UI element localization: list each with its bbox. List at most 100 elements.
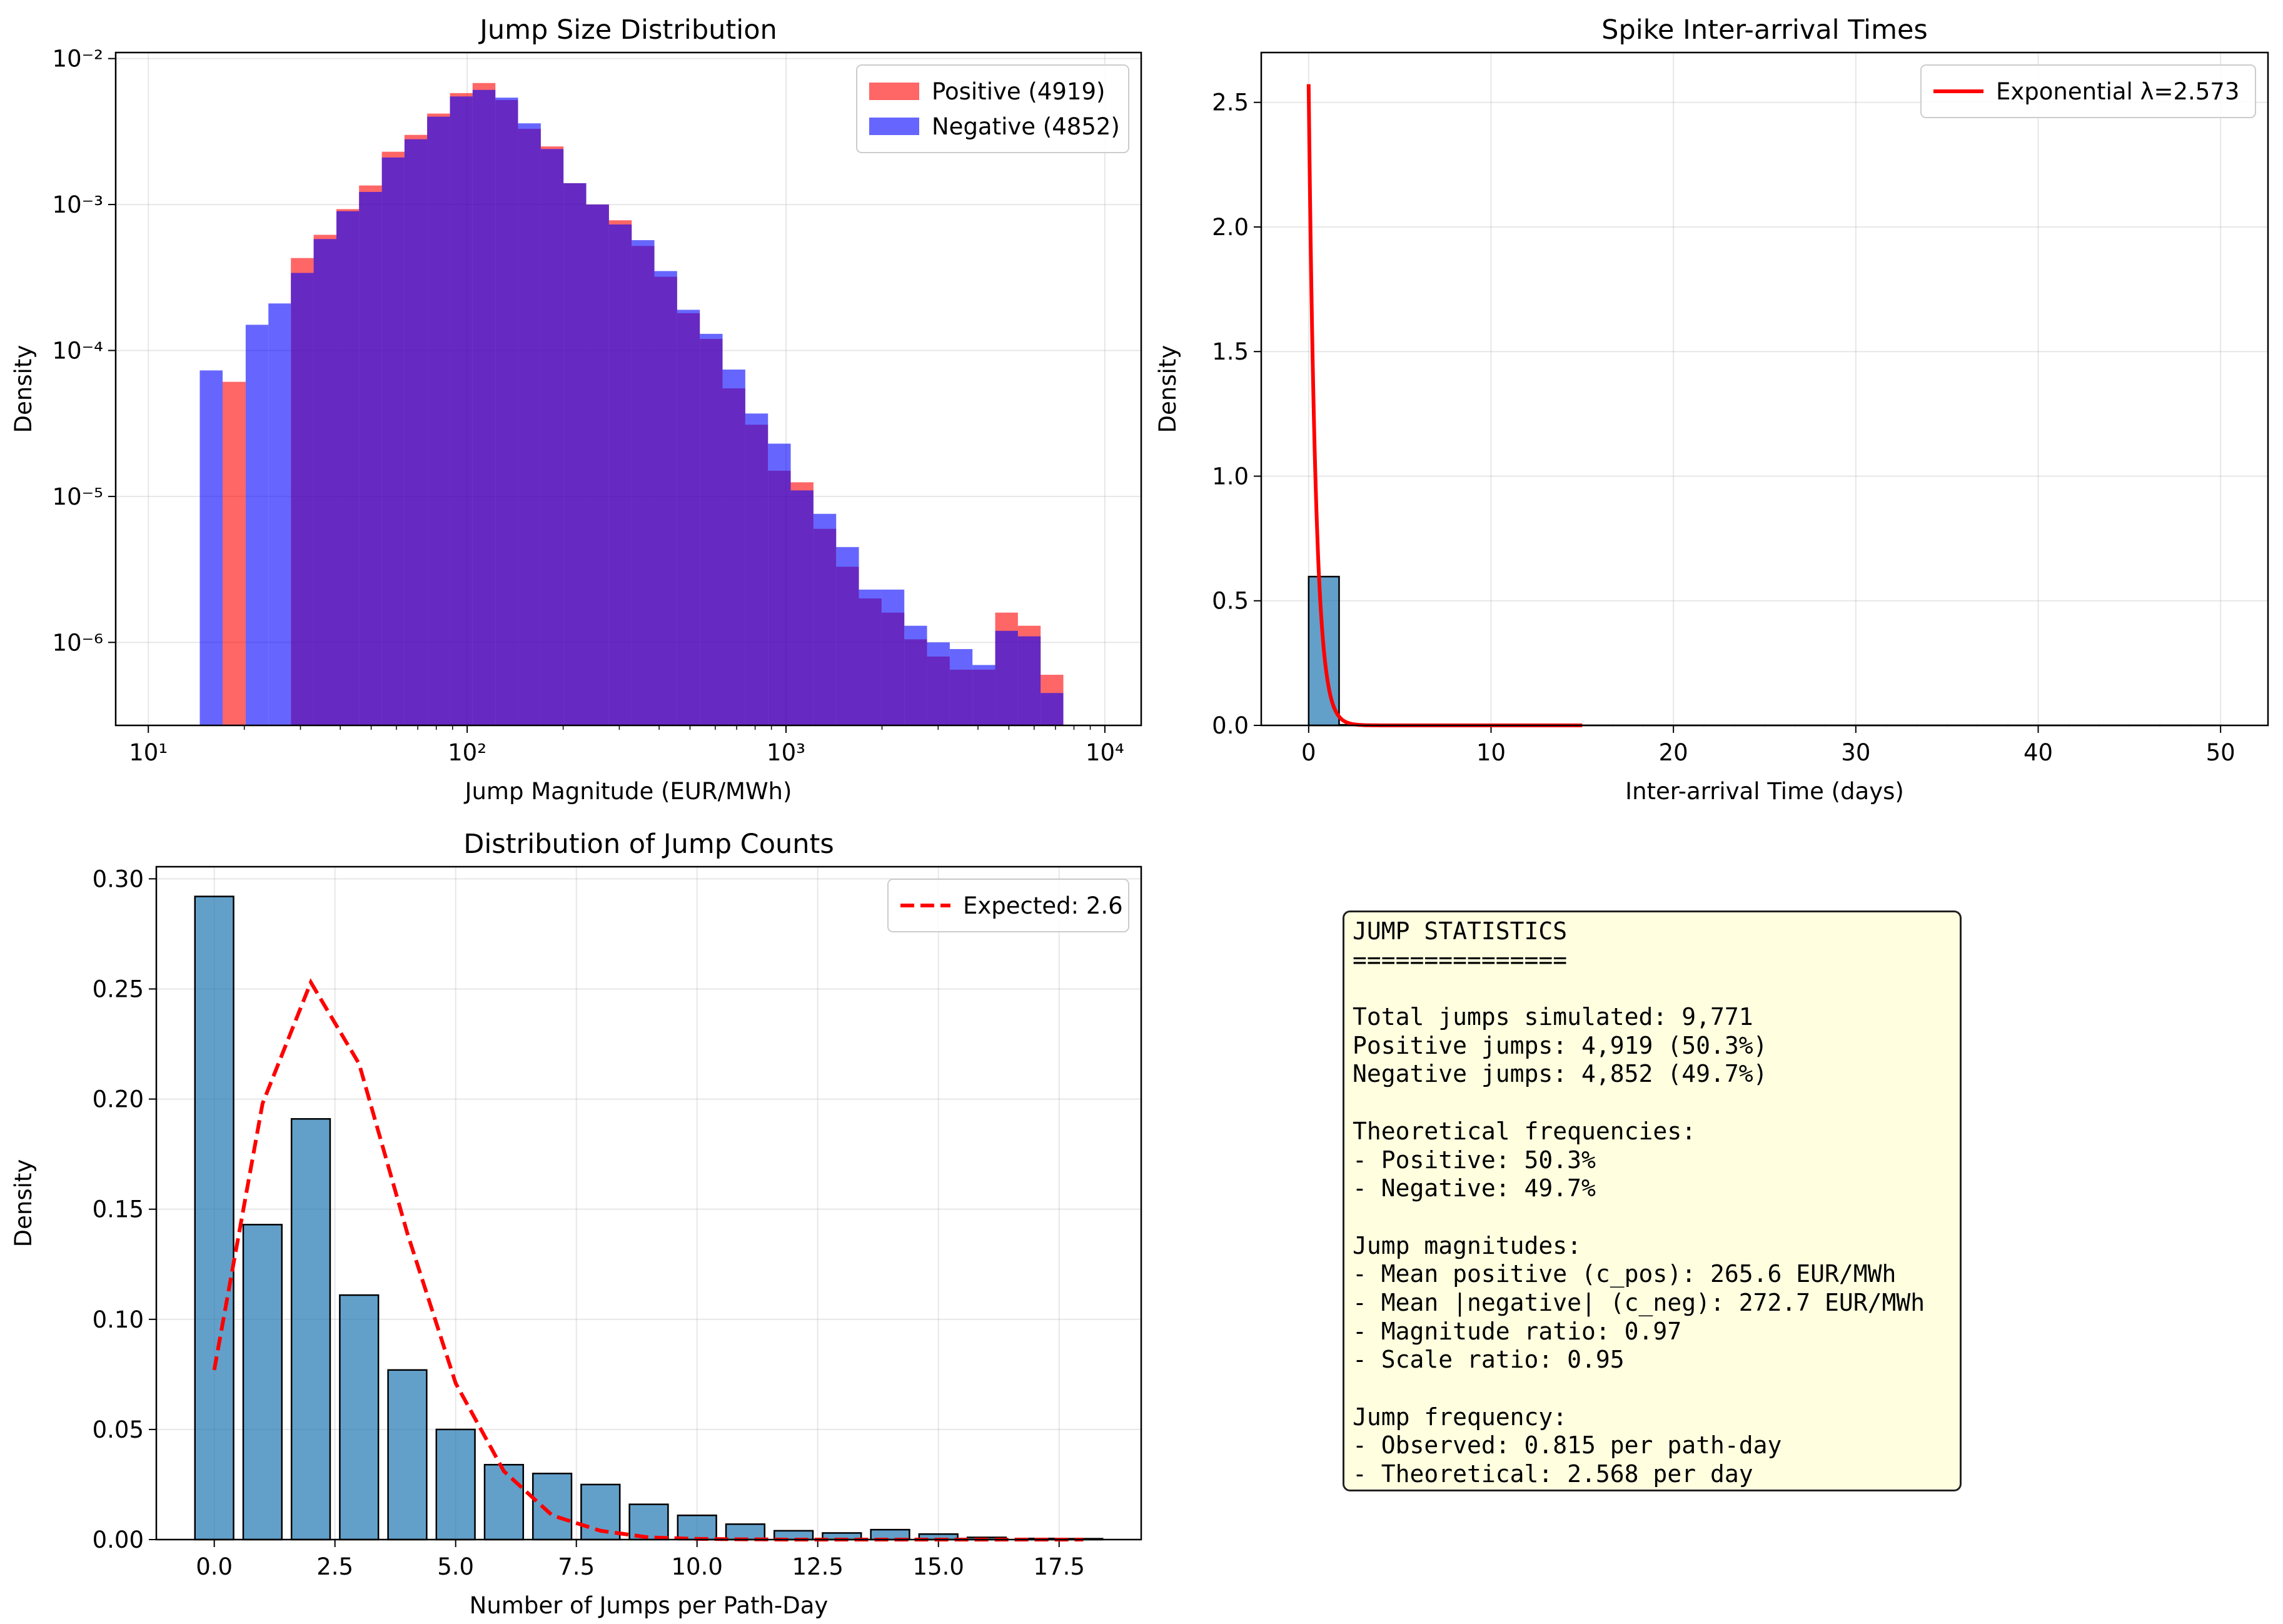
x-tick-label: 30 [1841, 739, 1870, 766]
jump-count-bar [339, 1294, 380, 1541]
legend-box [856, 64, 1129, 153]
stats-line: Positive jumps: 4,919 (50.3%) [1353, 1031, 1768, 1059]
x-tick-label: 2.5 [316, 1553, 353, 1580]
y-tick-label: 10⁻⁶ [53, 629, 103, 656]
x-tick-label: 10.0 [672, 1553, 723, 1580]
y-tick-label: 10⁻² [53, 46, 103, 73]
negative-bar [632, 240, 655, 725]
legend-label: Positive (4919) [932, 78, 1105, 105]
jump-count-bar [290, 1118, 331, 1541]
y-tick-label: 0.30 [93, 865, 144, 892]
jump-count-bar [677, 1515, 717, 1541]
legend-box [1920, 64, 2256, 118]
stats-line: - Mean positive (c_pos): 265.6 EUR/MWh [1353, 1260, 1897, 1288]
negative-bar [745, 413, 769, 725]
x-tick-label: 17.5 [1034, 1553, 1085, 1580]
y-tick-label: 0.05 [93, 1416, 144, 1443]
stats-line: - Mean |negative| (c_neg): 272.7 EUR/MWh [1353, 1288, 1925, 1316]
negative-bar [495, 98, 518, 725]
negative-bar [995, 630, 1018, 725]
y-tick-label: 0.00 [93, 1526, 144, 1553]
y-tick-label: 0.10 [93, 1306, 144, 1333]
y-tick-label: 10⁻⁵ [53, 483, 103, 510]
negative-bar [450, 96, 473, 725]
x-tick-label: 5.0 [437, 1553, 474, 1580]
jump-count-bar [532, 1473, 573, 1541]
stats-line: - Magnitude ratio: 0.97 [1353, 1317, 1682, 1345]
x-tick-label: 10 [1476, 739, 1506, 766]
y-tick-label: 0.15 [93, 1196, 144, 1223]
positive-bar [223, 381, 246, 725]
x-tick-label: 40 [2023, 739, 2053, 766]
subplot-3: 0.0 2.5 5.0 7.5 10.0 12.5 15.0 17.5 0.00 0.05 0.10… [10, 829, 1142, 1619]
negative-bar [654, 271, 677, 725]
x-tick-label: 10² [448, 739, 486, 766]
negative-bar [563, 183, 587, 725]
y-tick-label: 10⁻³ [53, 191, 103, 218]
y-tick-label: 0.20 [93, 1086, 144, 1113]
stats-line: =============== [1353, 946, 1568, 974]
jump-count-bar [725, 1523, 766, 1541]
negative-bar [268, 303, 291, 726]
negative-bar [381, 157, 405, 725]
negative-bar [700, 333, 723, 725]
negative-bar [518, 123, 541, 726]
y-axis-label: Density [1154, 345, 1181, 433]
x-tick-label: 10³ [767, 739, 805, 766]
y-tick-label: 2.0 [1212, 214, 1249, 241]
axes-frame [1260, 51, 2269, 727]
x-tick-label: 20 [1659, 739, 1688, 766]
negative-bar [1017, 636, 1041, 725]
negative-bar [927, 642, 950, 725]
negative-bar [336, 211, 360, 726]
y-tick-label: 10⁻⁴ [53, 337, 103, 364]
negative-bar [859, 589, 882, 725]
x-tick-label: 0 [1301, 739, 1316, 766]
stats-line: Jump frequency: [1353, 1403, 1568, 1431]
subplot-1: 10¹ 10² 10³ 10⁴ 10⁻⁶ 10⁻⁵ 10⁻⁴ 10⁻³ 10⁻² Jump Siz… [10, 14, 1142, 805]
chart-title: Spike Inter-arrival Times [1601, 14, 1928, 46]
x-tick-label: 7.5 [558, 1553, 595, 1580]
negative-bar [404, 139, 428, 726]
negative-bar [291, 273, 314, 725]
jump-count-bar [435, 1428, 476, 1541]
x-axis-label: Inter-arrival Time (days) [1625, 778, 1904, 805]
negative-bar [904, 625, 927, 725]
negative-bar [427, 116, 450, 725]
jump-count-bar [483, 1463, 525, 1541]
negative-bar [313, 239, 337, 725]
stats-line: - Negative: 49.7% [1353, 1174, 1596, 1203]
negative-bar [1041, 693, 1064, 725]
legend-swatch [869, 118, 919, 135]
negative-bar [790, 490, 814, 725]
plot-area [1261, 53, 2268, 725]
x-tick-label: 10⁴ [1086, 739, 1124, 766]
y-tick-label: 0.0 [1212, 712, 1249, 739]
stats-line: Theoretical frequencies: [1353, 1117, 1696, 1145]
negative-bar [768, 443, 791, 725]
stats-line: Jump magnitudes: [1353, 1231, 1582, 1259]
stats-line: Total jumps simulated: 9,771 [1353, 1003, 1753, 1031]
x-tick-label: 15.0 [913, 1553, 964, 1580]
stats-line [1353, 1203, 1960, 1232]
stats-line: - Positive: 50.3% [1353, 1146, 1596, 1174]
negative-bar [359, 191, 382, 725]
x-tick-label: 0.0 [196, 1553, 233, 1580]
negative-bar [199, 370, 223, 725]
y-tick-label: 1.5 [1212, 338, 1249, 365]
negative-bar [881, 589, 905, 725]
stats-line: Negative jumps: 4,852 (49.7%) [1353, 1060, 1768, 1088]
jump-statistics-box: JUMP STATISTICS =============== Total ju… [1343, 910, 1962, 1491]
stats-line: JUMP STATISTICS [1353, 917, 1568, 945]
jump-count-bar [242, 1224, 283, 1541]
jump-count-bar [194, 895, 234, 1541]
jump-count-bar [387, 1369, 428, 1541]
negative-bar [245, 325, 269, 725]
negative-bar [677, 310, 700, 725]
negative-bar [722, 369, 745, 725]
stats-line: - Theoretical: 2.568 per day [1353, 1460, 1753, 1488]
y-tick-label: 0.25 [93, 976, 144, 1002]
chart-title: Jump Size Distribution [478, 14, 777, 46]
negative-bar [949, 648, 973, 725]
